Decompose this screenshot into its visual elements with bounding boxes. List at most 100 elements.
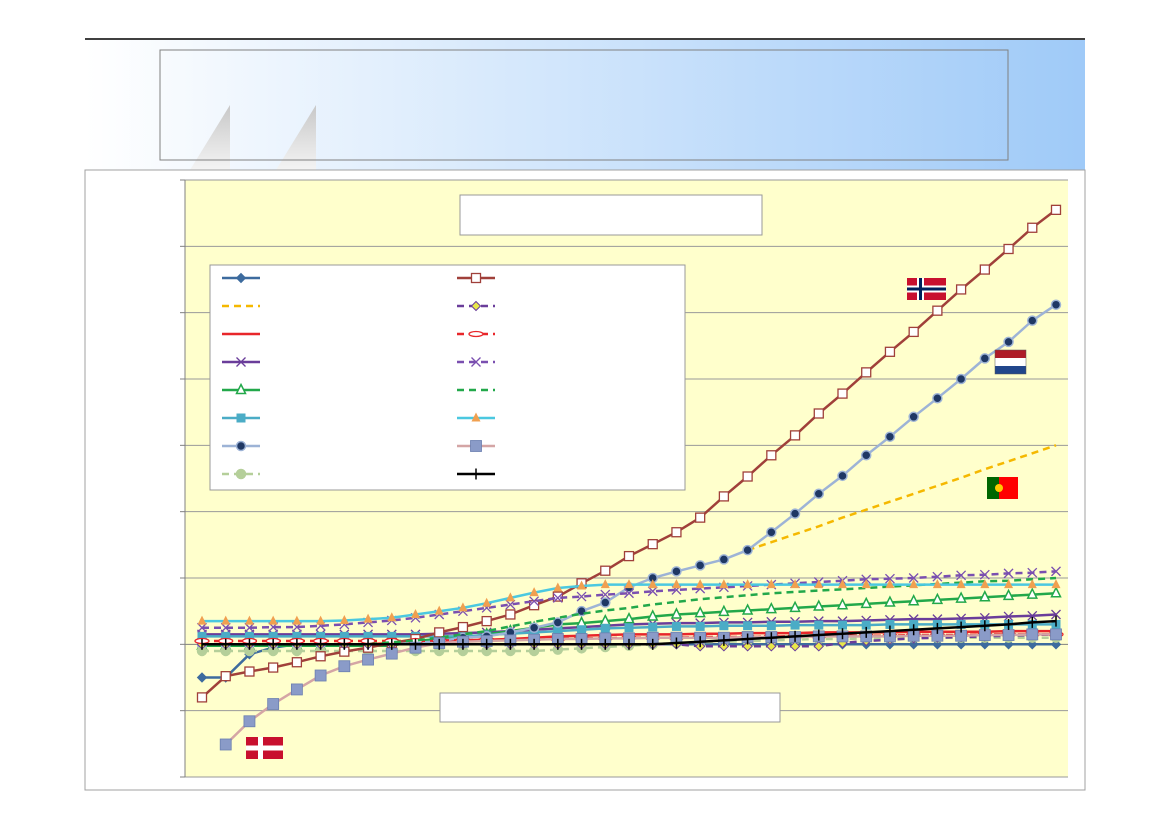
data-point bbox=[244, 631, 254, 641]
data-point bbox=[955, 591, 967, 603]
legend-marker bbox=[468, 330, 484, 338]
data-point bbox=[694, 560, 706, 571]
data-point bbox=[813, 641, 824, 652]
flag-denmark bbox=[246, 737, 283, 759]
data-point bbox=[387, 631, 397, 641]
data-point bbox=[932, 571, 943, 582]
data-point bbox=[314, 669, 327, 682]
data-point bbox=[814, 579, 824, 589]
data-point bbox=[838, 620, 847, 630]
flag-portugal bbox=[987, 477, 1018, 499]
data-point bbox=[695, 579, 705, 589]
data-point bbox=[600, 597, 611, 608]
data-point bbox=[719, 579, 729, 589]
legend bbox=[209, 264, 686, 491]
data-point bbox=[789, 600, 801, 613]
data-point bbox=[243, 715, 256, 728]
data-point bbox=[1051, 579, 1061, 589]
data-point bbox=[861, 620, 871, 630]
data-point bbox=[718, 491, 730, 502]
data-point bbox=[932, 579, 942, 589]
data-point bbox=[339, 614, 349, 624]
data-point bbox=[481, 615, 492, 627]
data-point bbox=[766, 641, 777, 652]
data-point bbox=[1027, 222, 1038, 233]
data-point bbox=[695, 621, 705, 631]
data-point bbox=[908, 573, 919, 583]
data-point bbox=[434, 605, 444, 615]
data-point bbox=[956, 570, 967, 581]
data-point bbox=[624, 588, 634, 599]
note-box bbox=[439, 692, 781, 723]
data-point bbox=[623, 611, 635, 624]
data-point bbox=[553, 582, 563, 592]
data-point bbox=[529, 596, 540, 607]
data-point bbox=[220, 671, 231, 682]
series bbox=[747, 444, 1057, 552]
data-point bbox=[979, 569, 990, 580]
data-point bbox=[1004, 579, 1014, 589]
data-point bbox=[196, 672, 208, 683]
data-point bbox=[813, 408, 824, 419]
data-point bbox=[1050, 628, 1062, 641]
data-point bbox=[838, 579, 847, 589]
data-point bbox=[671, 566, 682, 577]
data-point bbox=[742, 544, 753, 556]
legend-marker bbox=[235, 272, 247, 284]
data-point bbox=[670, 607, 683, 619]
flag-netherlands bbox=[994, 349, 1027, 375]
data-point bbox=[766, 579, 776, 589]
data-point bbox=[885, 619, 895, 629]
data-point bbox=[671, 527, 682, 538]
data-point bbox=[1027, 610, 1038, 621]
data-point bbox=[1003, 611, 1014, 622]
data-point bbox=[1050, 299, 1062, 310]
data-point bbox=[552, 617, 564, 628]
data-point bbox=[244, 622, 255, 633]
data-point bbox=[196, 692, 208, 703]
data-point bbox=[505, 609, 516, 620]
data-point bbox=[955, 284, 967, 295]
series bbox=[197, 579, 1061, 625]
data-point bbox=[600, 589, 611, 600]
data-point bbox=[861, 579, 871, 589]
chart-title-box bbox=[459, 194, 763, 236]
data-point bbox=[316, 631, 326, 641]
data-point bbox=[884, 431, 896, 442]
legend-marker bbox=[236, 357, 246, 367]
data-point bbox=[695, 512, 706, 523]
data-point bbox=[742, 471, 753, 482]
data-point bbox=[624, 579, 634, 589]
data-point bbox=[765, 601, 778, 614]
data-point bbox=[219, 738, 232, 751]
data-point bbox=[789, 508, 801, 519]
data-point bbox=[1027, 315, 1038, 326]
legend-marker bbox=[471, 412, 481, 422]
data-point bbox=[814, 620, 824, 630]
data-point bbox=[576, 591, 587, 602]
data-point bbox=[884, 573, 895, 584]
data-point bbox=[1026, 628, 1039, 641]
data-point bbox=[907, 594, 920, 606]
data-point bbox=[813, 599, 825, 611]
data-point bbox=[718, 554, 730, 565]
data-point bbox=[387, 612, 397, 622]
series bbox=[201, 615, 1057, 650]
data-point bbox=[979, 353, 991, 364]
series-line bbox=[747, 444, 1057, 552]
data-point bbox=[885, 579, 895, 589]
data-point bbox=[980, 579, 990, 589]
data-point bbox=[411, 608, 420, 618]
data-point bbox=[316, 615, 326, 625]
data-point bbox=[836, 598, 849, 610]
data-point bbox=[1051, 609, 1061, 620]
data-point bbox=[363, 613, 373, 623]
data-point bbox=[1050, 204, 1062, 216]
data-point bbox=[766, 526, 777, 538]
data-point bbox=[837, 470, 848, 482]
data-point bbox=[315, 651, 326, 662]
data-point bbox=[648, 579, 658, 589]
data-point bbox=[505, 599, 516, 610]
data-point bbox=[221, 615, 231, 625]
data-point bbox=[955, 373, 967, 385]
